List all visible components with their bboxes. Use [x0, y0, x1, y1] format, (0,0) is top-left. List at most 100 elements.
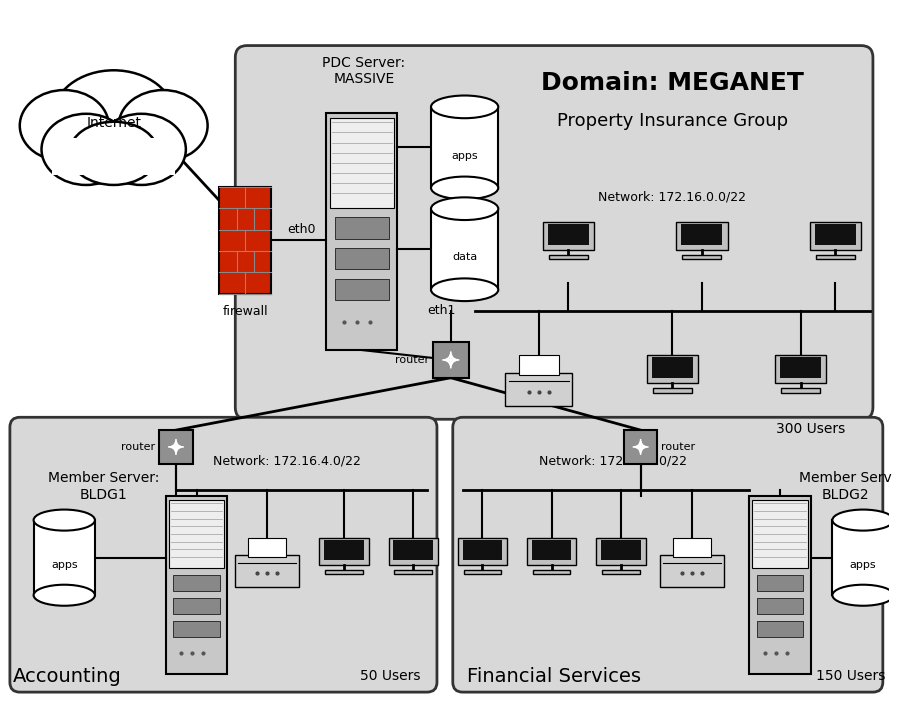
Text: Domain: MEGANET: Domain: MEGANET — [541, 71, 804, 95]
Bar — [624, 430, 657, 464]
Bar — [174, 598, 220, 614]
Bar — [394, 540, 433, 560]
Bar — [519, 355, 559, 375]
Bar — [543, 222, 594, 250]
Text: router: router — [121, 442, 156, 452]
Bar — [750, 496, 811, 674]
Bar — [174, 621, 220, 637]
Bar — [532, 540, 572, 560]
Text: Network: 172.16.4.0/22: Network: 172.16.4.0/22 — [213, 454, 360, 467]
Bar — [682, 255, 721, 259]
Ellipse shape — [52, 70, 175, 165]
Text: 150 Users: 150 Users — [815, 670, 885, 683]
Text: Member Serv
BLDG2: Member Serv BLDG2 — [799, 471, 892, 501]
Text: Network: 172.16.0.0/22: Network: 172.16.0.0/22 — [598, 190, 746, 203]
Bar — [219, 187, 271, 294]
Bar — [676, 222, 727, 250]
Ellipse shape — [832, 585, 894, 606]
Bar — [757, 574, 804, 591]
Ellipse shape — [431, 177, 498, 200]
Text: eth1: eth1 — [427, 304, 456, 317]
Bar — [169, 500, 225, 567]
Ellipse shape — [119, 90, 208, 161]
Text: Internet: Internet — [86, 116, 141, 130]
Text: 300 Users: 300 Users — [776, 422, 845, 436]
Bar — [325, 540, 364, 560]
Bar — [319, 538, 369, 565]
Bar — [602, 570, 639, 574]
Bar — [247, 538, 286, 557]
Text: Accounting: Accounting — [13, 667, 121, 686]
Ellipse shape — [431, 278, 498, 301]
Bar — [458, 538, 507, 565]
Bar — [652, 357, 693, 378]
Ellipse shape — [20, 90, 109, 161]
Bar — [431, 209, 498, 290]
Text: router: router — [662, 442, 696, 452]
Bar — [527, 538, 576, 565]
Bar — [395, 570, 432, 574]
Bar — [547, 224, 589, 245]
Bar — [653, 388, 692, 393]
Text: PDC Server:
MASSIVE: PDC Server: MASSIVE — [322, 56, 405, 87]
Bar — [533, 570, 571, 574]
Bar — [810, 222, 861, 250]
FancyBboxPatch shape — [10, 417, 437, 692]
Bar — [431, 107, 498, 188]
Bar — [781, 388, 820, 393]
Bar — [330, 118, 394, 208]
Bar — [757, 598, 804, 614]
Bar — [757, 621, 804, 637]
Bar — [815, 255, 855, 259]
Bar — [672, 538, 711, 557]
Bar — [752, 500, 807, 567]
Bar — [775, 355, 826, 383]
Bar — [33, 520, 95, 595]
Bar — [235, 555, 299, 587]
Ellipse shape — [431, 96, 498, 118]
FancyBboxPatch shape — [453, 417, 883, 692]
Bar — [334, 279, 389, 300]
Text: apps: apps — [51, 560, 77, 570]
Text: Property Insurance Group: Property Insurance Group — [556, 111, 788, 130]
Bar — [601, 540, 641, 560]
Text: apps: apps — [850, 560, 877, 570]
Bar — [832, 520, 894, 595]
Bar — [814, 224, 856, 245]
Bar — [681, 224, 723, 245]
Bar — [334, 217, 389, 239]
Text: 50 Users: 50 Users — [360, 670, 421, 683]
Ellipse shape — [41, 114, 130, 185]
Text: apps: apps — [451, 151, 478, 160]
Bar — [464, 570, 502, 574]
FancyBboxPatch shape — [236, 45, 873, 420]
Bar — [388, 538, 438, 565]
Bar — [159, 430, 192, 464]
Ellipse shape — [33, 510, 95, 530]
Ellipse shape — [33, 585, 95, 606]
Bar — [334, 248, 389, 269]
Ellipse shape — [69, 121, 158, 185]
Text: eth0: eth0 — [288, 223, 316, 236]
Text: Financial Services: Financial Services — [467, 667, 641, 686]
Bar — [505, 373, 573, 406]
Bar — [325, 570, 363, 574]
Bar — [660, 555, 725, 587]
Text: firewall: firewall — [222, 305, 268, 318]
Text: router: router — [395, 355, 429, 365]
Bar — [463, 540, 503, 560]
Text: Network: 172.16.8.0/22: Network: 172.16.8.0/22 — [539, 454, 687, 467]
Bar — [596, 538, 645, 565]
Text: data: data — [452, 252, 477, 262]
Bar — [780, 357, 822, 378]
Bar — [646, 355, 698, 383]
Bar — [433, 342, 468, 378]
Ellipse shape — [832, 510, 894, 530]
Bar — [174, 574, 220, 591]
Bar — [549, 255, 588, 259]
Text: Member Server:
BLDG1: Member Server: BLDG1 — [49, 471, 159, 501]
Bar — [166, 496, 227, 674]
Bar — [326, 113, 397, 350]
Bar — [52, 138, 175, 175]
Ellipse shape — [97, 114, 186, 185]
